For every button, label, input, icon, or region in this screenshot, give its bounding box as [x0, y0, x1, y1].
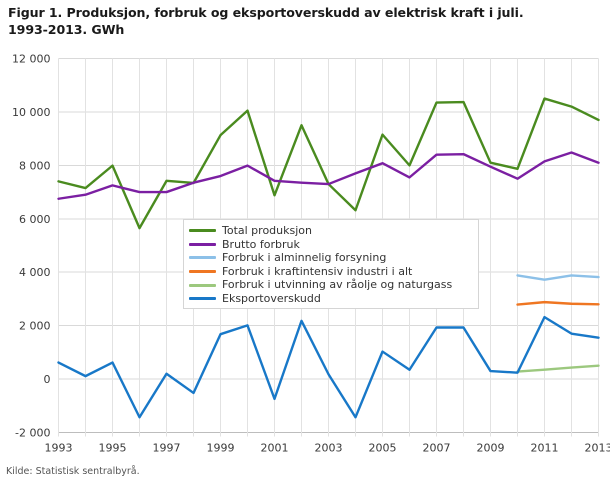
legend-item-label: Brutto forbruk: [222, 237, 300, 251]
legend-item-list: Total produksjon Brutto forbruk Forbruk i …: [184, 220, 478, 310]
x-axis-tick-label: 2007: [423, 442, 451, 455]
legend-item[interactable]: Eksportoverskudd: [189, 292, 472, 306]
y-axis-tick-label: 6 000: [19, 213, 51, 226]
x-axis-tick-label: 1995: [99, 442, 127, 455]
y-axis-tick-label: 4 000: [19, 266, 51, 279]
x-axis-tick-label: 2005: [369, 442, 397, 455]
data-series-group: [57, 97, 600, 419]
series-line: [516, 364, 600, 373]
legend-color-swatch: [189, 229, 216, 233]
page-title: Figur 1. Produksjon, forbruk og eksporto…: [8, 4, 600, 38]
legend-item-label: Forbruk i alminnelig forsyning: [222, 251, 387, 265]
title-line-1: Figur 1. Produksjon, forbruk og eksporto…: [8, 5, 524, 20]
legend-item-label: Total produksjon: [222, 224, 312, 237]
x-axis-tick-label: 1993: [45, 442, 73, 455]
legend-item[interactable]: Total produksjon: [189, 224, 472, 238]
legend-color-swatch: [189, 256, 216, 260]
x-axis-tick-label: 2011: [531, 442, 559, 455]
y-axis-tick-label: 2 000: [19, 320, 51, 333]
legend-color-swatch: [189, 242, 216, 246]
legend-item[interactable]: Brutto forbruk: [189, 238, 472, 252]
legend-item-label: Forbruk i utvinning av råolje og naturga…: [222, 278, 453, 292]
legend-color-swatch: [189, 270, 216, 274]
x-axis-tick-label: 2009: [477, 442, 505, 455]
legend-item-label: Eksportoverskudd: [222, 291, 321, 305]
legend-item-label: Forbruk i kraftintensiv industri i alt: [222, 264, 413, 278]
x-axis-tick-label: 2013: [585, 442, 610, 455]
y-axis-tick-labels: -2 000 0 2 000 4 000 6 000 8 000 10 000 12 000: [12, 53, 51, 440]
legend-color-swatch: [189, 297, 216, 301]
series-line: [516, 274, 600, 281]
x-axis-tick-label: 2001: [261, 442, 289, 455]
y-axis-tick-label: 0: [44, 373, 51, 386]
source-note: Kilde: Statistisk sentralbyrå.: [6, 466, 140, 477]
x-axis-tick-labels: 1993 1995 1997 1999 2001 2003 2005 2007 2009 2011…: [45, 442, 610, 455]
x-axis-tick-label: 1997: [153, 442, 181, 455]
x-axis-tick-label: 1999: [207, 442, 235, 455]
y-axis-tick-label: 10 000: [12, 106, 51, 119]
series-line: [57, 151, 600, 200]
series-line: [516, 300, 600, 306]
chart-legend: Total produksjon Brutto forbruk Forbruk i …: [183, 219, 479, 309]
legend-item[interactable]: Forbruk i kraftintensiv industri i alt: [189, 265, 472, 279]
legend-item[interactable]: Forbruk i alminnelig forsyning: [189, 251, 472, 265]
title-line-2: 1993-2013. GWh: [8, 22, 125, 37]
y-axis-tick-label: -2 000: [15, 427, 50, 440]
y-axis-tick-label: 8 000: [19, 159, 51, 172]
x-axis-tick-label: 2003: [315, 442, 343, 455]
y-axis-tick-label: 12 000: [12, 53, 51, 66]
series-line: [57, 315, 600, 419]
legend-color-swatch: [189, 283, 216, 287]
legend-item[interactable]: Forbruk i utvinning av råolje og naturga…: [189, 278, 472, 292]
